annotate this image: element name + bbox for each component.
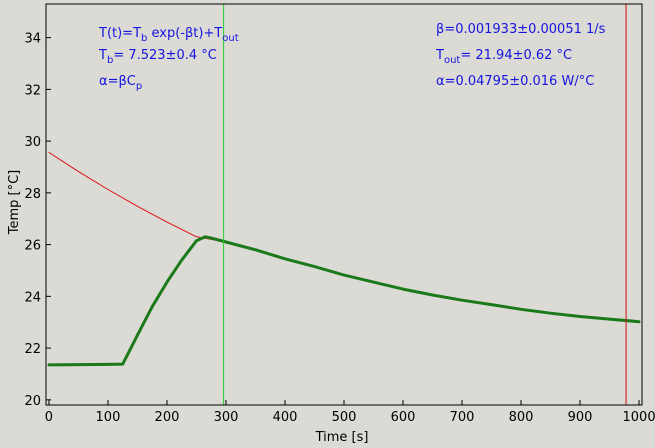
plot-area [46, 4, 642, 405]
series-fit-line [48, 152, 227, 243]
y-tick-label: 34 [24, 32, 41, 47]
annotation-beta-value: β=0.001933±0.00051 1/s [436, 22, 606, 37]
annotation-alpha-value: α=0.04795±0.016 W/°C [436, 74, 594, 89]
y-tick-label: 24 [24, 290, 41, 305]
y-tick-label: 28 [24, 187, 41, 202]
x-tick-label: 200 [155, 410, 180, 425]
annotation-tb-value: Tb= 7.523±0.4 °C [98, 48, 217, 66]
y-tick-label: 30 [24, 135, 41, 150]
x-axis-title: Time [s] [315, 430, 369, 445]
x-tick-label: 300 [214, 410, 239, 425]
y-tick-label: 32 [24, 83, 41, 98]
annotation-tout-value: Tout= 21.94±0.62 °C [435, 48, 572, 66]
y-tick-label: 26 [24, 239, 41, 254]
y-tick-label: 20 [24, 394, 41, 409]
x-tick-label: 1000 [623, 410, 655, 425]
series-measured-line [47, 235, 641, 367]
x-tick-label: 100 [96, 410, 121, 425]
x-tick-label: 400 [273, 410, 298, 425]
x-tick-label: 900 [568, 410, 593, 425]
annotation-alpha-definition: α=βCp [99, 74, 142, 92]
x-tick-label: 0 [45, 410, 53, 425]
y-tick-label: 22 [24, 342, 41, 357]
x-tick-label: 700 [450, 410, 475, 425]
annotation-model-equation: T(t)=Tb exp(-βt)+Tout [98, 26, 239, 44]
x-tick-label: 500 [332, 410, 357, 425]
y-axis-title: Temp [°C] [7, 170, 22, 236]
x-tick-label: 600 [391, 410, 416, 425]
x-tick-label: 800 [509, 410, 534, 425]
